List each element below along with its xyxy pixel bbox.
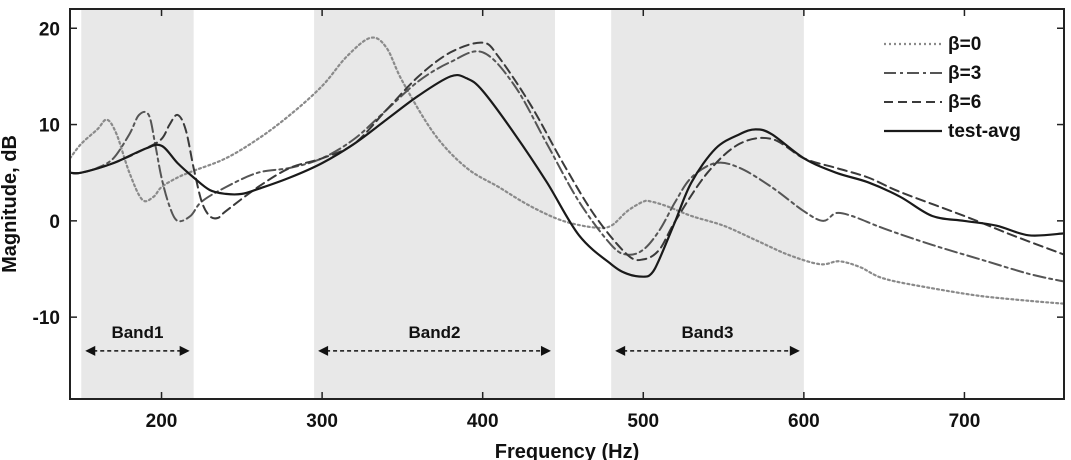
x-tick-label: 400 bbox=[467, 411, 499, 432]
band-arrow-head-right bbox=[789, 345, 800, 356]
bands-layer bbox=[81, 9, 804, 399]
legend-entry-label: β=3 bbox=[948, 63, 981, 84]
plot-frame bbox=[69, 8, 1065, 400]
legend: β=0 β=3 β=6 test-avg bbox=[884, 34, 1021, 142]
legend-entry-label: β=0 bbox=[948, 34, 981, 55]
x-tick-label: 600 bbox=[788, 411, 820, 432]
band-region bbox=[611, 9, 804, 399]
x-tick-label: 500 bbox=[627, 411, 659, 432]
band-arrow-head-right bbox=[540, 345, 551, 356]
y-tick-label: 0 bbox=[49, 212, 60, 233]
band-label: Band2 bbox=[409, 323, 461, 342]
legend-entry-label: β=6 bbox=[948, 92, 981, 113]
y-tick-label: 10 bbox=[39, 116, 60, 137]
band-label: Band1 bbox=[111, 323, 163, 342]
y-tick-label: 20 bbox=[39, 19, 60, 40]
band-region bbox=[314, 9, 555, 399]
series-line bbox=[70, 41, 1064, 262]
x-tick-label: 200 bbox=[146, 411, 178, 432]
y-ticks: -10 0 10 20 bbox=[33, 19, 1064, 329]
band-arrows-layer: Band1 Band2 Band3 bbox=[85, 323, 800, 356]
x-axis-label: Frequency (Hz) bbox=[495, 441, 639, 460]
series-line bbox=[70, 73, 1064, 278]
band-arrow-head-right bbox=[179, 345, 190, 356]
band-arrow-head-left bbox=[318, 345, 329, 356]
x-tick-label: 300 bbox=[306, 411, 338, 432]
y-axis-label: Magnitude, dB bbox=[0, 135, 21, 273]
band-label: Band3 bbox=[682, 323, 734, 342]
legend-entry-label: test-avg bbox=[948, 121, 1021, 142]
y-tick-label: -10 bbox=[33, 308, 60, 329]
x-ticks: 200 300 400 500 600 700 bbox=[146, 9, 981, 432]
band-arrow-head-left bbox=[615, 345, 626, 356]
series-line bbox=[70, 36, 1064, 305]
series-layer bbox=[70, 36, 1064, 305]
x-tick-label: 700 bbox=[949, 411, 981, 432]
band-arrow-head-left bbox=[85, 345, 96, 356]
band-region bbox=[81, 9, 194, 399]
